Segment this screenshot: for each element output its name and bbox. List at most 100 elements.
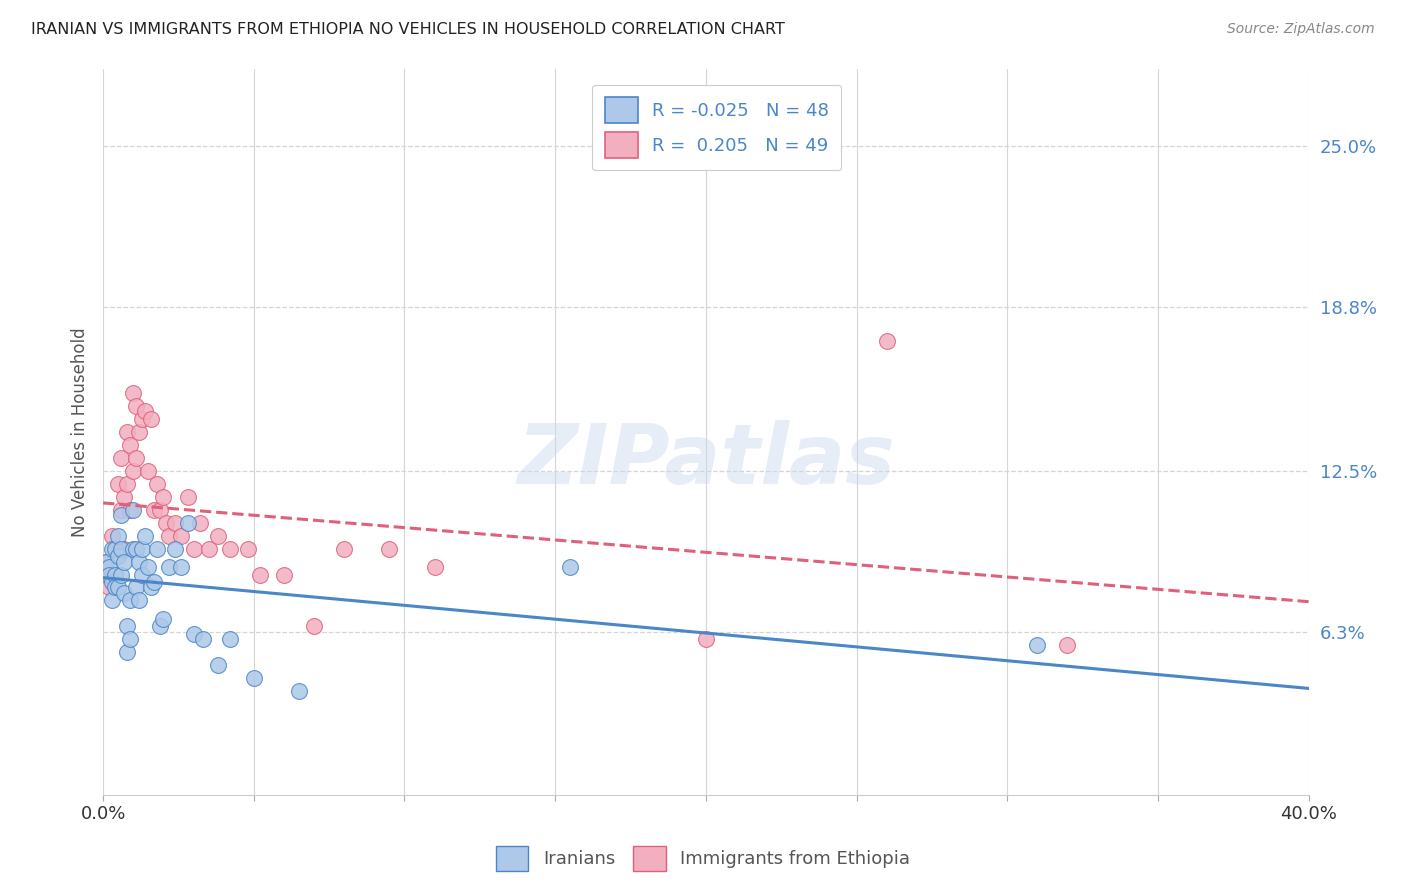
Point — [1056, 638, 1078, 652]
Point — [1026, 638, 1049, 652]
Point — [218, 632, 240, 647]
Point — [115, 645, 138, 659]
Point — [101, 575, 124, 590]
Legend: Iranians, Immigrants from Ethiopia: Iranians, Immigrants from Ethiopia — [489, 838, 917, 879]
Point — [125, 450, 148, 465]
Point — [94, 555, 117, 569]
Point — [155, 516, 177, 530]
Point — [423, 559, 446, 574]
Point — [112, 555, 135, 569]
Point — [122, 502, 145, 516]
Point — [159, 528, 181, 542]
Point — [107, 581, 129, 595]
Y-axis label: No Vehicles in Household: No Vehicles in Household — [72, 327, 89, 537]
Point — [104, 581, 127, 595]
Point — [115, 619, 138, 633]
Point — [94, 555, 117, 569]
Point — [333, 541, 356, 556]
Point — [120, 438, 142, 452]
Point — [207, 528, 229, 542]
Point — [110, 508, 132, 522]
Point — [131, 567, 153, 582]
Point — [112, 490, 135, 504]
Point — [159, 559, 181, 574]
Point — [188, 516, 211, 530]
Point — [149, 502, 172, 516]
Point — [128, 555, 150, 569]
Point — [165, 516, 187, 530]
Point — [128, 593, 150, 607]
Point — [120, 632, 142, 647]
Point — [183, 627, 205, 641]
Point — [122, 385, 145, 400]
Point — [560, 559, 582, 574]
Point — [207, 658, 229, 673]
Point — [101, 528, 124, 542]
Point — [110, 567, 132, 582]
Point — [138, 464, 160, 478]
Point — [143, 575, 166, 590]
Point — [183, 541, 205, 556]
Point — [112, 541, 135, 556]
Point — [141, 581, 163, 595]
Point — [125, 581, 148, 595]
Point — [218, 541, 240, 556]
Point — [120, 593, 142, 607]
Point — [152, 490, 174, 504]
Point — [104, 567, 127, 582]
Point — [115, 476, 138, 491]
Text: Source: ZipAtlas.com: Source: ZipAtlas.com — [1227, 22, 1375, 37]
Point — [141, 412, 163, 426]
Point — [107, 541, 129, 556]
Point — [104, 541, 127, 556]
Point — [131, 541, 153, 556]
Point — [143, 502, 166, 516]
Point — [107, 476, 129, 491]
Point — [110, 450, 132, 465]
Point — [165, 541, 187, 556]
Point — [236, 541, 259, 556]
Point — [112, 585, 135, 599]
Point — [149, 619, 172, 633]
Point — [170, 528, 193, 542]
Point — [122, 541, 145, 556]
Point — [125, 399, 148, 413]
Point — [243, 671, 266, 685]
Point — [110, 502, 132, 516]
Point — [146, 541, 169, 556]
Point — [120, 502, 142, 516]
Point — [134, 528, 156, 542]
Point — [170, 559, 193, 574]
Point — [176, 490, 198, 504]
Point — [104, 567, 127, 582]
Point — [876, 334, 898, 348]
Point — [115, 425, 138, 439]
Point — [110, 541, 132, 556]
Point — [122, 464, 145, 478]
Point — [249, 567, 271, 582]
Point — [176, 516, 198, 530]
Point — [273, 567, 295, 582]
Point — [131, 412, 153, 426]
Point — [101, 593, 124, 607]
Legend: R = -0.025   N = 48, R =  0.205   N = 49: R = -0.025 N = 48, R = 0.205 N = 49 — [592, 85, 841, 170]
Point — [288, 684, 311, 698]
Point — [98, 567, 121, 582]
Point — [134, 404, 156, 418]
Text: ZIPatlas: ZIPatlas — [517, 420, 894, 501]
Point — [146, 476, 169, 491]
Point — [191, 632, 214, 647]
Point — [138, 559, 160, 574]
Point — [197, 541, 219, 556]
Point — [128, 425, 150, 439]
Point — [107, 528, 129, 542]
Point — [101, 567, 124, 582]
Point — [98, 559, 121, 574]
Point — [125, 541, 148, 556]
Point — [98, 581, 121, 595]
Point — [107, 549, 129, 564]
Text: IRANIAN VS IMMIGRANTS FROM ETHIOPIA NO VEHICLES IN HOUSEHOLD CORRELATION CHART: IRANIAN VS IMMIGRANTS FROM ETHIOPIA NO V… — [31, 22, 785, 37]
Point — [695, 632, 717, 647]
Point — [378, 541, 401, 556]
Point — [302, 619, 325, 633]
